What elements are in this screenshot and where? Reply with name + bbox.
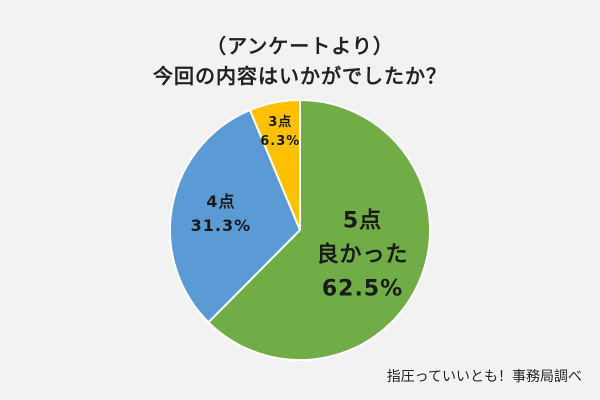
slice-label-name: 4点 [206, 192, 235, 211]
chart-title-line2: 今回の内容はいかがでしたか？ [153, 64, 447, 88]
slice-label-name: 3点 [268, 114, 292, 130]
slice-label-name: 5点 [343, 208, 382, 234]
source-note: 指圧っていいとも！事務局調べ [386, 369, 582, 385]
slice-label-value: 62.5% [322, 277, 403, 302]
slice-label-sublabel: 良かった [316, 242, 408, 268]
pie-slice [169, 108, 302, 324]
pie-slice [207, 98, 431, 361]
slice-label-value: 6.3% [260, 134, 300, 149]
pie-slice [248, 98, 301, 231]
slice-label-value: 31.3% [191, 216, 252, 235]
chart-title-line1: （アンケートより） [206, 34, 394, 58]
